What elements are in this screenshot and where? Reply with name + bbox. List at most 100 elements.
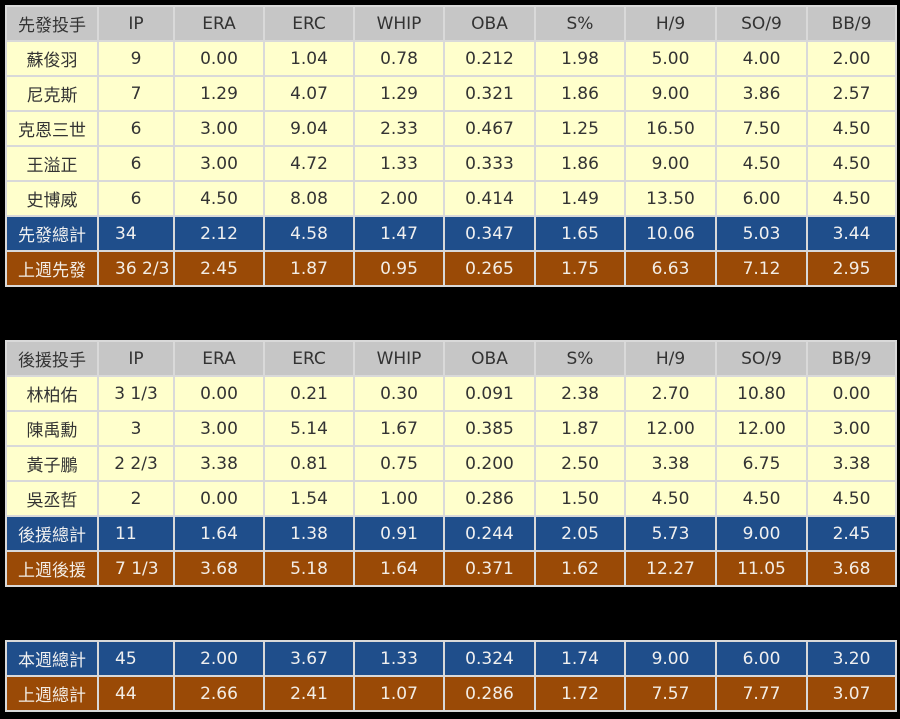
stat-cell: 3.20 — [806, 640, 897, 677]
stat-cell: 3.44 — [806, 215, 897, 252]
stat-cell: 1.72 — [534, 675, 626, 712]
stat-cell: 34 — [97, 215, 175, 252]
stat-cell: 0.91 — [353, 515, 445, 552]
column-header: ERC — [263, 340, 355, 377]
column-header: 後援投手 — [5, 340, 99, 377]
row-label: 上週總計 — [5, 675, 99, 712]
stat-cell: 4.58 — [263, 215, 355, 252]
stat-cell: 1.65 — [534, 215, 626, 252]
stat-cell: 12.27 — [624, 550, 717, 587]
column-header: ERC — [263, 5, 355, 42]
stat-cell: 3.68 — [806, 550, 897, 587]
stat-cell: 0.414 — [443, 180, 536, 217]
player-row: 克恩三世 6 3.00 9.04 2.33 0.467 1.25 16.50 7.50 4.50 — [5, 110, 897, 147]
stat-cell: 3.38 — [173, 445, 265, 482]
column-header: IP — [97, 5, 175, 42]
stat-cell: 9.00 — [624, 640, 717, 677]
stat-cell: 2.12 — [173, 215, 265, 252]
stat-cell: 7.12 — [715, 250, 808, 287]
stat-cell: 4.50 — [173, 180, 265, 217]
stat-cell: 2.57 — [806, 75, 897, 112]
stat-cell: 4.50 — [806, 110, 897, 147]
column-header: S% — [534, 340, 626, 377]
stat-cell: 1.38 — [263, 515, 355, 552]
stat-cell: 2.66 — [173, 675, 265, 712]
row-label: 吳丞哲 — [5, 480, 99, 517]
stat-cell: 11.05 — [715, 550, 808, 587]
stat-cell: 3.67 — [263, 640, 355, 677]
stat-cell: 7 1/3 — [97, 550, 175, 587]
stat-cell: 0.333 — [443, 145, 536, 182]
stat-cell: 9.00 — [624, 145, 717, 182]
column-header: BB/9 — [806, 5, 897, 42]
stat-cell: 1.04 — [263, 40, 355, 77]
player-row: 蘇俊羽 9 0.00 1.04 0.78 0.212 1.98 5.00 4.00 2.00 — [5, 40, 897, 77]
stat-cell: 0.00 — [173, 40, 265, 77]
stat-cell: 8.08 — [263, 180, 355, 217]
column-header: OBA — [443, 5, 536, 42]
this-week-total-row: 後援總計 11 1.64 1.38 0.91 0.244 2.05 5.73 9.00 2.45 — [5, 515, 897, 552]
stat-cell: 12.00 — [715, 410, 808, 447]
starters-table: 先發投手 IP ERA ERC WHIP OBA S% H/9 SO/9 BB/9 蘇俊羽 9 0.00… — [5, 5, 897, 287]
stat-cell: 1.47 — [353, 215, 445, 252]
stat-cell: 10.80 — [715, 375, 808, 412]
stat-cell: 4.00 — [715, 40, 808, 77]
stat-cell: 1.87 — [534, 410, 626, 447]
stat-cell: 4.50 — [715, 145, 808, 182]
stat-cell: 6 — [97, 145, 175, 182]
stat-cell: 2 2/3 — [97, 445, 175, 482]
stat-cell: 1.50 — [534, 480, 626, 517]
stat-cell: 2.45 — [806, 515, 897, 552]
stat-cell: 0.21 — [263, 375, 355, 412]
stat-cell: 6.00 — [715, 180, 808, 217]
row-label: 上週後援 — [5, 550, 99, 587]
player-row: 林柏佑 3 1/3 0.00 0.21 0.30 0.091 2.38 2.70 10.80 0.… — [5, 375, 897, 412]
column-header: WHIP — [353, 340, 445, 377]
stat-cell: 0.347 — [443, 215, 536, 252]
row-label: 上週先發 — [5, 250, 99, 287]
stat-cell: 0.265 — [443, 250, 536, 287]
row-label: 黃子鵬 — [5, 445, 99, 482]
column-header: SO/9 — [715, 340, 808, 377]
row-label: 史博威 — [5, 180, 99, 217]
stat-cell: 10.06 — [624, 215, 717, 252]
column-header: OBA — [443, 340, 536, 377]
stat-cell: 3.38 — [624, 445, 717, 482]
stat-cell: 6.00 — [715, 640, 808, 677]
stat-cell: 1.67 — [353, 410, 445, 447]
stat-cell: 1.74 — [534, 640, 626, 677]
stat-cell: 1.33 — [353, 640, 445, 677]
row-label: 先發總計 — [5, 215, 99, 252]
column-header: ERA — [173, 5, 265, 42]
player-row: 尼克斯 7 1.29 4.07 1.29 0.321 1.86 9.00 3.86 2.57 — [5, 75, 897, 112]
stat-cell: 1.87 — [263, 250, 355, 287]
stat-cell: 0.286 — [443, 480, 536, 517]
stat-cell: 0.00 — [173, 480, 265, 517]
row-label: 後援總計 — [5, 515, 99, 552]
stat-cell: 7.50 — [715, 110, 808, 147]
column-header: H/9 — [624, 5, 717, 42]
last-week-total-row: 上週總計 44 2.66 2.41 1.07 0.286 1.72 7.57 7.77 3.07 — [5, 675, 897, 712]
column-header: S% — [534, 5, 626, 42]
stat-cell: 9.00 — [624, 75, 717, 112]
stat-cell: 0.78 — [353, 40, 445, 77]
stat-cell: 6.63 — [624, 250, 717, 287]
stat-cell: 1.75 — [534, 250, 626, 287]
stat-cell: 2.00 — [173, 640, 265, 677]
column-header: SO/9 — [715, 5, 808, 42]
player-row: 史博威 6 4.50 8.08 2.00 0.414 1.49 13.50 6.00 4.50 — [5, 180, 897, 217]
stat-cell: 0.75 — [353, 445, 445, 482]
row-label: 王溢正 — [5, 145, 99, 182]
stat-cell: 4.50 — [806, 180, 897, 217]
stat-cell: 1.29 — [173, 75, 265, 112]
row-label: 林柏佑 — [5, 375, 99, 412]
stat-cell: 2.45 — [173, 250, 265, 287]
stat-cell: 2 — [97, 480, 175, 517]
stat-cell: 9 — [97, 40, 175, 77]
stat-cell: 45 — [97, 640, 175, 677]
stat-cell: 2.05 — [534, 515, 626, 552]
stat-cell: 36 2/3 — [97, 250, 175, 287]
stat-cell: 2.38 — [534, 375, 626, 412]
column-header: H/9 — [624, 340, 717, 377]
column-header: IP — [97, 340, 175, 377]
